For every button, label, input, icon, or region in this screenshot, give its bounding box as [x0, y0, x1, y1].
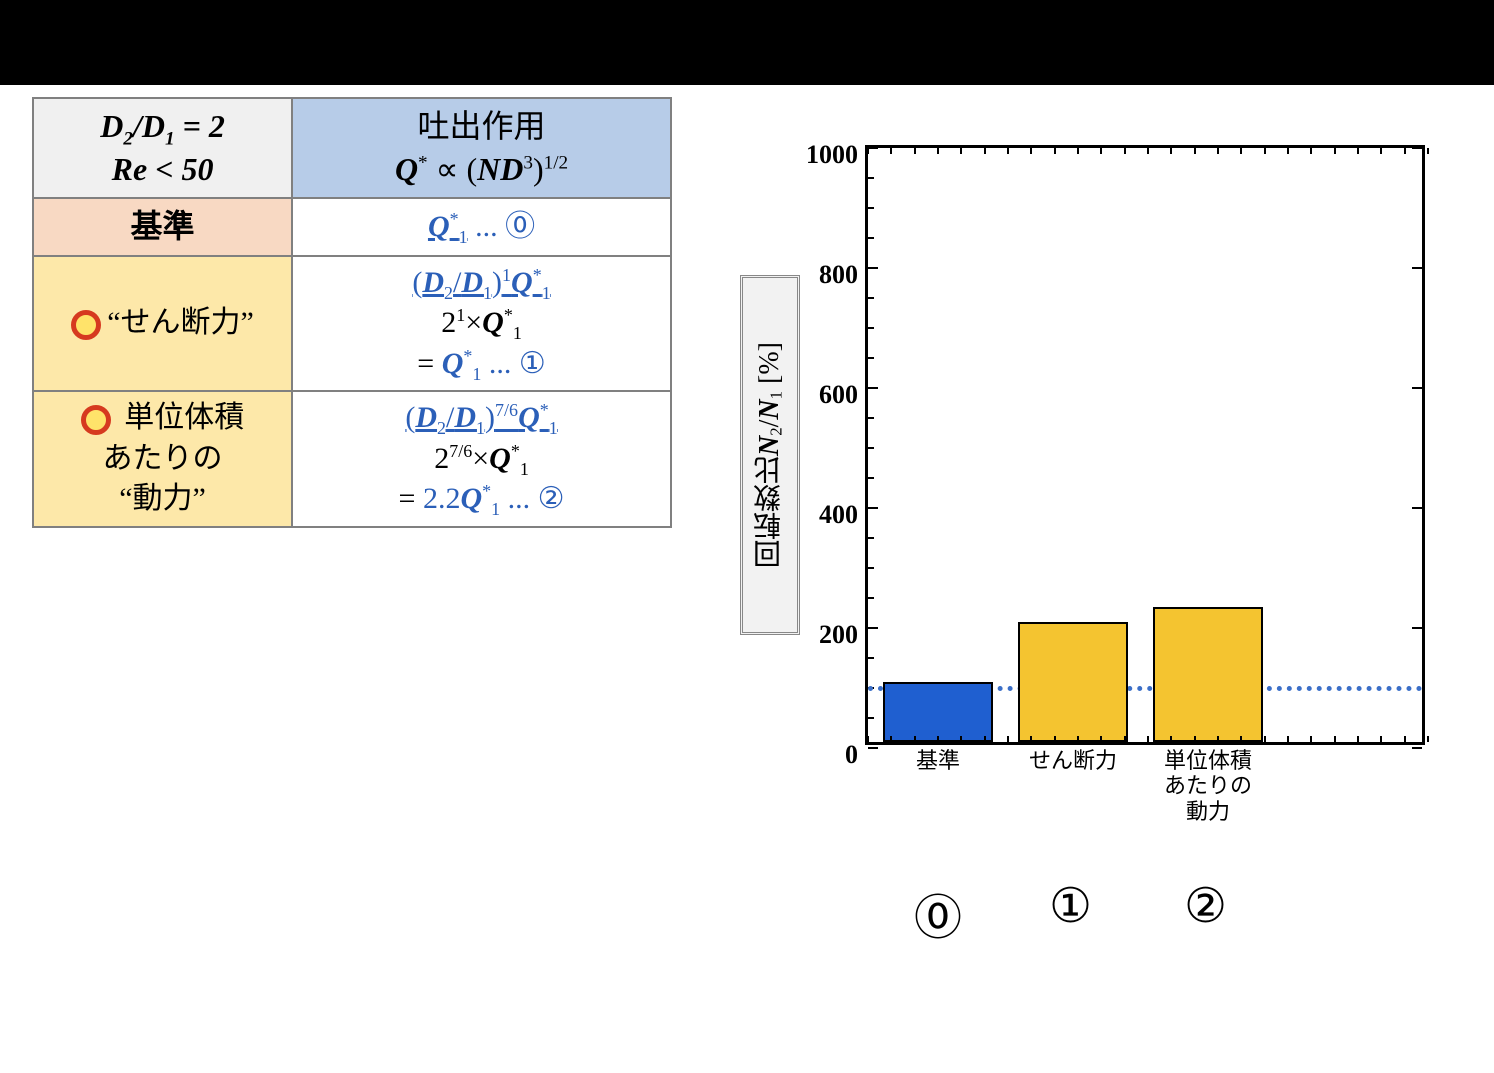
row-shear-v3: = Q*1 ... ① — [417, 347, 546, 380]
slide-body: D2/D1 = 2 Re < 50 吐出作用 Q* ∝ (ND3)1/2 基準 … — [0, 85, 1494, 1073]
row-pv-v2: 27/6×Q*1 — [434, 442, 529, 475]
y-axis-label-box: 回転数比N2/N1 [%] — [740, 275, 800, 635]
table-header-conditions: D2/D1 = 2 Re < 50 — [33, 98, 292, 198]
row-pv-v3: = 2.2Q*1 ... ② — [399, 482, 565, 515]
y-axis-label: 回転数比N2/N1 [%] — [750, 342, 790, 568]
category-circled-number: ① — [1049, 878, 1092, 934]
row-pv-l1: 単位体積 — [81, 401, 245, 434]
row-pv-label: 単位体積 あたりの “動力” — [33, 391, 292, 527]
bar-1 — [1018, 622, 1128, 742]
bar-chart: 回転数比N2/N1 [%] 02004006008001000基準⓪せん断力①単… — [740, 125, 1460, 1025]
row-shear-v1: (D2/D1)1Q*1 — [412, 266, 550, 299]
row-pv-l2: あたりの — [103, 442, 223, 475]
hdr-r-line1: 吐出作用 — [418, 108, 546, 144]
category-circled-number: ⓪ — [914, 878, 962, 948]
row-base-label: 基準 — [33, 198, 292, 255]
bar-0 — [883, 682, 993, 742]
row-pv-value: (D2/D1)7/6Q*1 27/6×Q*1 = 2.2Q*1 ... ② — [292, 391, 671, 527]
row-pv-v1: (D2/D1)7/6Q*1 — [405, 401, 557, 434]
row-base-value: Q*1 ... ⓪ — [292, 198, 671, 255]
row-shear-value: (D2/D1)1Q*1 21×Q*1 = Q*1 ... ① — [292, 256, 671, 392]
x-category-label: 単位体積あたりの動力 — [1143, 742, 1273, 824]
x-category-label: 基準 — [873, 742, 1003, 773]
category-circled-number: ② — [1184, 878, 1227, 934]
table-header-discharge: 吐出作用 Q* ∝ (ND3)1/2 — [292, 98, 671, 198]
y-tick-label: 600 — [819, 380, 868, 410]
cond-line2: Re < 50 — [112, 151, 214, 187]
y-tick-label: 200 — [819, 620, 868, 650]
row-shear-v2: 21×Q*1 — [441, 306, 522, 339]
cond-line1: D2/D1 = 2 — [100, 108, 225, 144]
y-tick-label: 400 — [819, 500, 868, 530]
hdr-r-line2: Q* ∝ (ND3)1/2 — [395, 151, 568, 187]
scaling-table: D2/D1 = 2 Re < 50 吐出作用 Q* ∝ (ND3)1/2 基準 … — [32, 97, 672, 528]
x-category-label: せん断力 — [1008, 742, 1138, 773]
row-pv-l3: “動力” — [119, 482, 206, 515]
bar-2 — [1153, 607, 1263, 742]
y-tick-label: 0 — [845, 740, 868, 770]
row-shear-label: “せん断力” — [33, 256, 292, 392]
y-tick-label: 800 — [819, 260, 868, 290]
y-tick-label: 1000 — [806, 140, 868, 170]
plot-area: 02004006008001000基準⓪せん断力①単位体積あたりの動力② — [865, 145, 1425, 745]
